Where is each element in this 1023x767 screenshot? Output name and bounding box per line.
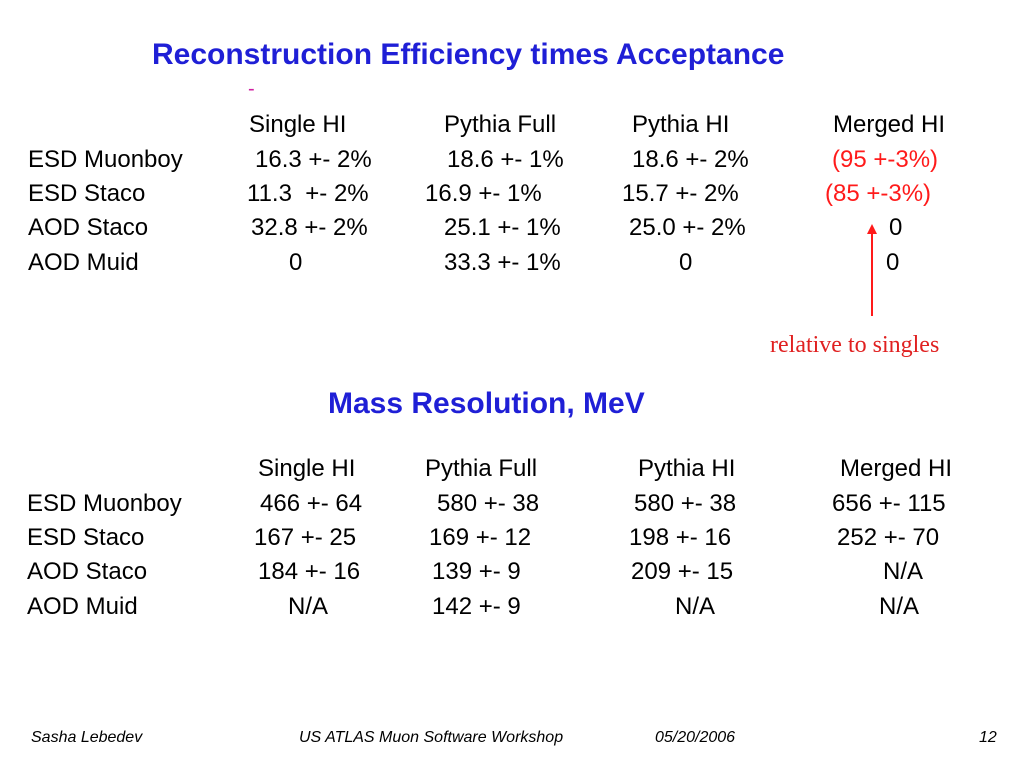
row-label: ESD Muonboy — [27, 490, 182, 517]
table-cell-highlight: (95 +-3%) — [832, 146, 939, 173]
table-cell: 184 +- 16 — [258, 558, 361, 585]
table-cell: 580 +- 38 — [437, 490, 540, 517]
table-cell: 16.9 +- 1% — [425, 180, 542, 207]
table-cell: 11.3 +- 2% — [247, 180, 369, 207]
table-cell: N/A — [288, 593, 329, 620]
row-label: AOD Muid — [28, 249, 139, 276]
header-single-hi: Single HI — [249, 111, 347, 138]
table-cell: 0 — [889, 214, 903, 241]
table-cell: 16.3 +- 2% — [255, 146, 372, 173]
row-label: ESD Staco — [28, 180, 146, 207]
row-label: AOD Staco — [27, 558, 148, 585]
table-cell: 25.1 +- 1% — [444, 214, 561, 241]
table-cell: 252 +- 70 — [837, 524, 940, 551]
table-cell: 169 +- 12 — [429, 524, 532, 551]
footer-page-number: 12 — [979, 729, 997, 746]
footer-event: US ATLAS Muon Software Workshop — [299, 729, 564, 746]
efficiency-title: Reconstruction Efficiency times Acceptan… — [152, 38, 785, 71]
table-cell: 142 +- 9 — [432, 593, 521, 620]
row-label: ESD Muonboy — [28, 146, 183, 173]
table-cell: 18.6 +- 1% — [447, 146, 564, 173]
table-cell: 18.6 +- 2% — [632, 146, 749, 173]
arrow-line — [871, 232, 873, 316]
table-cell: 209 +- 15 — [631, 558, 734, 585]
mass-resolution-title: Mass Resolution, MeV — [328, 387, 645, 420]
footer-date: 05/20/2006 — [655, 729, 736, 746]
row-label: AOD Muid — [27, 593, 138, 620]
row-label: ESD Staco — [27, 524, 145, 551]
table-cell: 32.8 +- 2% — [251, 214, 368, 241]
relative-note: relative to singles — [770, 332, 940, 358]
table-cell-highlight: (85 +-3%) — [825, 180, 932, 207]
table-cell: N/A — [879, 593, 920, 620]
table-cell: 656 +- 115 — [832, 490, 946, 517]
table-cell: 167 +- 25 — [254, 524, 357, 551]
header-pythia-hi: Pythia HI — [638, 455, 736, 482]
table-cell: 0 — [679, 249, 693, 276]
row-label: AOD Staco — [28, 214, 149, 241]
table-cell: 15.7 +- 2% — [622, 180, 739, 207]
header-pythia-full: Pythia Full — [444, 111, 557, 138]
table-cell: 0 — [886, 249, 900, 276]
table-cell: 466 +- 64 — [260, 490, 363, 517]
footer-author: Sasha Lebedev — [31, 729, 143, 746]
table-cell: 25.0 +- 2% — [629, 214, 746, 241]
table-cell: 198 +- 16 — [629, 524, 732, 551]
header-merged-hi: Merged HI — [833, 111, 946, 138]
header-single-hi: Single HI — [258, 455, 356, 482]
table-cell: 33.3 +- 1% — [444, 249, 561, 276]
header-pythia-hi: Pythia HI — [632, 111, 730, 138]
marker-dash: - — [248, 78, 255, 100]
table-cell: N/A — [675, 593, 716, 620]
arrow-up-icon — [867, 224, 877, 234]
header-pythia-full: Pythia Full — [425, 455, 538, 482]
table-cell: 0 — [289, 249, 303, 276]
table-cell: 580 +- 38 — [634, 490, 737, 517]
table-cell: 139 +- 9 — [432, 558, 521, 585]
header-merged-hi: Merged HI — [840, 455, 953, 482]
table-cell: N/A — [883, 558, 924, 585]
